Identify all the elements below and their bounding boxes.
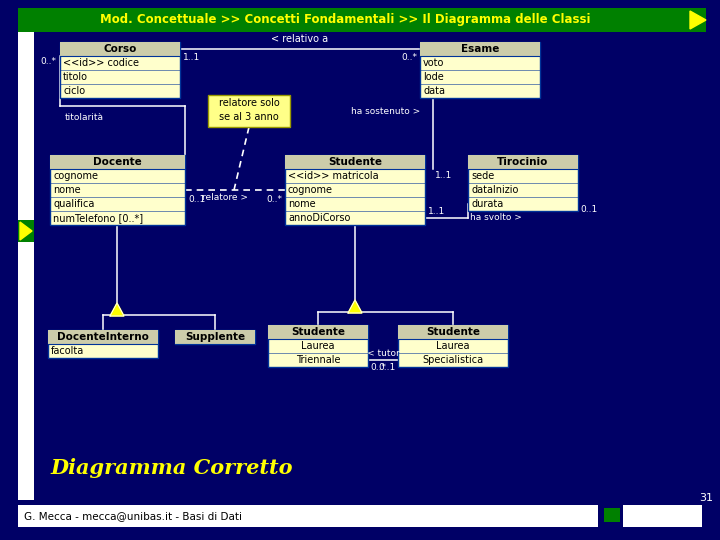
Text: Laurea: Laurea [436, 341, 469, 351]
Text: lode: lode [423, 72, 444, 82]
Bar [18, 32, 34, 500]
Text: ciclo: ciclo [63, 86, 85, 96]
Text: Triennale: Triennale [296, 355, 341, 365]
Text: titolarità: titolarità [65, 113, 104, 122]
Text: ha svolto >: ha svolto > [470, 213, 522, 222]
Polygon shape [348, 300, 362, 313]
Text: facolta: facolta [51, 346, 84, 356]
Text: 0..1: 0..1 [580, 206, 598, 214]
Bar [623, 505, 702, 527]
Bar [60, 42, 180, 98]
Text: cognome: cognome [288, 185, 333, 195]
Text: < tutor: < tutor [366, 349, 400, 359]
Bar [420, 42, 540, 56]
Bar [18, 8, 706, 32]
Text: annoDiCorso: annoDiCorso [288, 213, 351, 223]
Text: durata: durata [471, 199, 503, 209]
Text: < relativo a: < relativo a [271, 34, 328, 44]
Text: se al 3 anno: se al 3 anno [219, 112, 279, 122]
Polygon shape [20, 222, 32, 240]
Bar [50, 155, 185, 225]
Bar [398, 325, 508, 339]
Text: voto: voto [423, 58, 444, 68]
Bar [175, 330, 255, 344]
Bar [48, 330, 158, 358]
Text: nome: nome [53, 185, 81, 195]
Text: Corso: Corso [103, 44, 137, 54]
Bar [175, 330, 255, 344]
Text: Studente: Studente [328, 157, 382, 167]
Bar [18, 220, 34, 242]
Text: ha sostenuto >: ha sostenuto > [351, 107, 420, 117]
Text: Laurea: Laurea [301, 341, 335, 351]
Text: sede: sede [471, 171, 494, 181]
Text: 0..1: 0..1 [188, 195, 205, 205]
Text: Mod. Concettuale >> Concetti Fondamentali >> Il Diagramma delle Classi: Mod. Concettuale >> Concetti Fondamental… [100, 14, 590, 26]
Text: numTelefono [0..*]: numTelefono [0..*] [53, 213, 143, 223]
Text: data: data [423, 86, 445, 96]
Text: 0..*: 0..* [435, 45, 451, 55]
Text: Docente: Docente [93, 157, 142, 167]
Text: relatore solo: relatore solo [219, 98, 279, 108]
Text: relatore >: relatore > [202, 193, 248, 202]
Bar [468, 155, 578, 211]
Bar [420, 42, 540, 98]
Text: Tirocinio: Tirocinio [498, 157, 549, 167]
Text: titolo: titolo [63, 72, 88, 82]
Text: 0..*: 0..* [370, 362, 386, 372]
Polygon shape [690, 11, 706, 29]
Text: 31: 31 [699, 493, 713, 503]
Text: Diagramma Corretto: Diagramma Corretto [50, 458, 292, 478]
Text: DocenteInterno: DocenteInterno [57, 332, 149, 342]
Text: cognome: cognome [53, 171, 98, 181]
Text: 1..1: 1..1 [428, 207, 445, 217]
Bar [48, 330, 158, 344]
Bar [468, 155, 578, 169]
Text: 1..1: 1..1 [435, 171, 452, 179]
Text: datalnizio: datalnizio [471, 185, 518, 195]
Text: <<id>> codice: <<id>> codice [63, 58, 139, 68]
Text: nome: nome [288, 199, 315, 209]
Bar [268, 325, 368, 367]
Text: G. Mecca - mecca@unibas.it - Basi di Dati: G. Mecca - mecca@unibas.it - Basi di Dat… [24, 511, 242, 521]
Bar [285, 155, 425, 225]
Bar [268, 325, 368, 339]
Polygon shape [110, 303, 124, 316]
Bar [60, 42, 180, 56]
Bar [208, 95, 290, 127]
Bar [604, 508, 620, 522]
Bar [398, 325, 508, 367]
Bar [18, 505, 598, 527]
Text: 0..*: 0..* [40, 57, 56, 65]
Text: <<id>> matricola: <<id>> matricola [288, 171, 379, 181]
Text: qualifica: qualifica [53, 199, 94, 209]
Text: Studente: Studente [291, 327, 345, 337]
Bar [50, 155, 185, 169]
Text: Supplente: Supplente [185, 332, 245, 342]
Text: 1..1: 1..1 [183, 52, 200, 62]
Text: Specialistica: Specialistica [423, 355, 484, 365]
Text: Esame: Esame [461, 44, 499, 54]
Text: 0..*: 0..* [401, 52, 417, 62]
Text: Studente: Studente [426, 327, 480, 337]
Text: 0..*: 0..* [266, 195, 282, 205]
Text: 0..1: 0..1 [379, 362, 396, 372]
Bar [285, 155, 425, 169]
